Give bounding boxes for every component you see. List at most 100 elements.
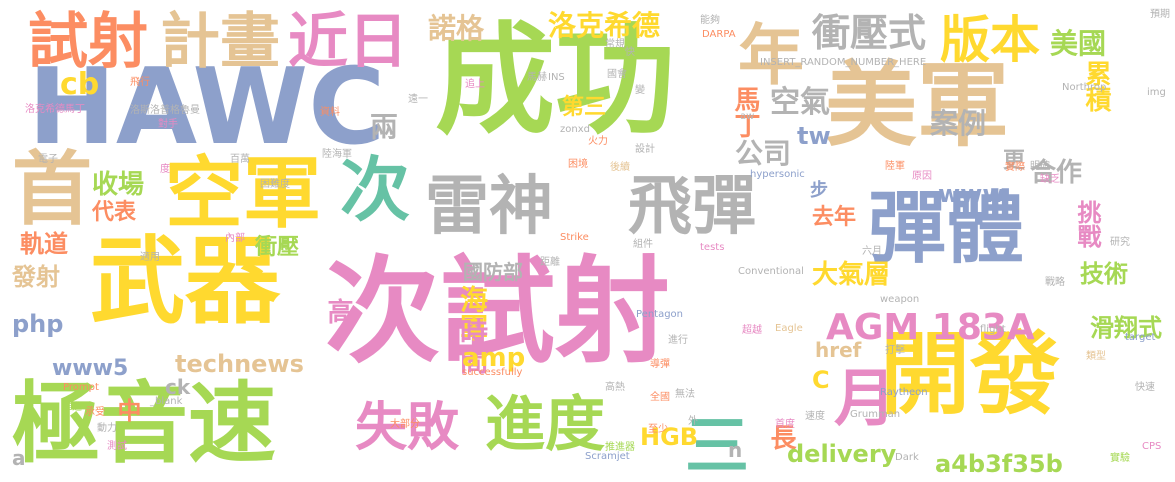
word: 次試射 [325, 245, 671, 379]
word: 發射 [12, 263, 60, 291]
word: 陸海軍 [322, 149, 352, 160]
word: 洛克希德馬丁 [25, 104, 85, 115]
word: 推進 [62, 402, 82, 413]
word: 類型 [1086, 351, 1106, 362]
word: 時間 [456, 318, 489, 374]
word: C [812, 366, 830, 394]
word: 戰略 [1045, 277, 1065, 288]
word: 原因 [912, 171, 932, 182]
word: 月 [823, 365, 896, 427]
word: zonxd [560, 124, 590, 135]
word: 更 [999, 148, 1024, 170]
word: 美軍 [825, 52, 1010, 159]
word: 挑戰 [1073, 200, 1101, 248]
word: 合作 [1030, 158, 1083, 188]
word: 武器 [90, 227, 281, 337]
word: 對手 [158, 119, 178, 130]
word: 累積 [1081, 60, 1111, 112]
word: Prompt [63, 382, 99, 393]
word: ck [165, 375, 191, 399]
word: 開發 [880, 322, 1060, 427]
word: 三 [685, 410, 749, 482]
word: 無法 [675, 389, 695, 400]
word: 電子 [38, 154, 58, 165]
word: 超越 [742, 325, 762, 336]
word: 飛彈 [628, 170, 756, 244]
word: img [1147, 87, 1166, 98]
word: 高熱 [605, 382, 625, 393]
word: www [938, 180, 1005, 208]
word: AGM 183A [826, 307, 1035, 348]
word: 諾格 [428, 12, 485, 45]
word: INSERT_RANDOM_NUMBER_HERE [760, 57, 927, 68]
word: 長 [766, 424, 796, 450]
word: 陸軍 [885, 161, 905, 172]
word: 推進器 [605, 442, 635, 453]
word: 實際 [1005, 162, 1025, 173]
word: 空軍 [165, 149, 322, 239]
word: 案例 [930, 107, 987, 140]
word: 彈體 [868, 184, 1025, 274]
word: 常規 [605, 39, 625, 50]
word: 代表 [92, 200, 137, 225]
word: Pentagon [636, 309, 684, 320]
word: 極音速 [12, 372, 277, 475]
word: 軌道 [20, 230, 68, 258]
word: 計畫 [160, 7, 280, 77]
word: target [1125, 332, 1156, 343]
word: 追上 [465, 79, 485, 90]
word: _blank [150, 396, 183, 407]
word: successfully [462, 367, 523, 378]
word: 公司 [735, 137, 792, 170]
word: 衝壓 [255, 235, 300, 260]
word: 大氣層 [812, 260, 891, 290]
word: cb [60, 67, 100, 102]
word: 美國 [1050, 27, 1107, 60]
word: 動力 [97, 423, 117, 434]
word: 次 [340, 149, 410, 231]
word: 百萬 [230, 154, 250, 165]
word: 洛克希德 [548, 9, 661, 42]
word: weapon [880, 294, 920, 305]
word: 速度 [805, 411, 825, 422]
word: 近日 [288, 7, 408, 77]
word: 導彈 [650, 359, 670, 370]
word: 快 [625, 47, 635, 58]
word: 步 [810, 180, 828, 201]
word: 大部分 [390, 419, 420, 430]
word: a4b3f35b [935, 450, 1063, 478]
word: technews [175, 350, 304, 378]
word: 試射 [28, 7, 148, 77]
word: Raytheon [880, 387, 928, 398]
word: 資料 [320, 107, 340, 118]
word: Strike [560, 232, 589, 243]
word: 進行 [668, 335, 688, 346]
word: 內部 [225, 233, 245, 244]
word: www5 [52, 356, 129, 381]
word: php [12, 310, 64, 338]
word: flight [980, 324, 1006, 335]
word: 預期 [1150, 9, 1170, 20]
word: 國防部 [463, 260, 523, 284]
word: 第三 [562, 95, 607, 120]
word: 空氣 [770, 85, 830, 120]
word: 滑翔式 [1090, 314, 1162, 342]
word: DARPA [702, 29, 736, 40]
word: 首度 [775, 419, 795, 430]
word: 缺乏 [1040, 174, 1060, 185]
word: 飛行 [130, 77, 150, 88]
word: amp [462, 343, 526, 373]
word: Dark [895, 452, 919, 463]
word: 距離 [540, 257, 560, 268]
word: 馬丁 [730, 86, 760, 138]
word: 快速 [1135, 382, 1155, 393]
word: Grumman [850, 409, 901, 420]
word: 困境 [568, 159, 588, 170]
word: 設計 [635, 144, 655, 155]
word: tests [700, 242, 725, 253]
word: 海軍 [456, 285, 489, 341]
word: Eagle [775, 323, 803, 334]
word: 技術 [1080, 260, 1128, 288]
word: Northrop [1062, 82, 1107, 93]
word: 年 [727, 20, 804, 86]
